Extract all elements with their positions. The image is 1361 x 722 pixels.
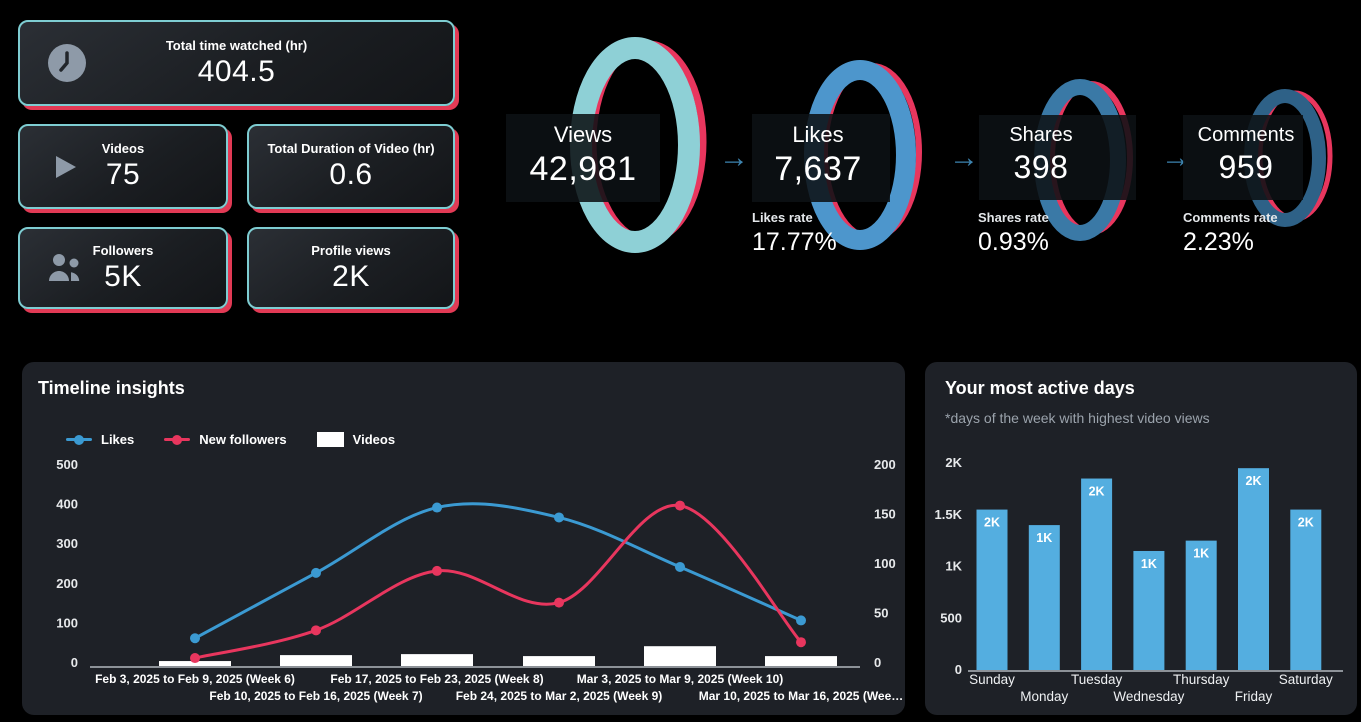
svg-text:Friday: Friday <box>1235 689 1273 704</box>
legend-label: New followers <box>199 432 287 447</box>
arrow-right-icon: → <box>719 141 749 174</box>
svg-text:300: 300 <box>56 536 78 551</box>
likes-text-backdrop <box>752 114 890 202</box>
svg-text:100: 100 <box>874 556 896 571</box>
panel-title: Your most active days <box>945 378 1135 398</box>
timeline-insights-panel: Timeline insights Likes New followers Vide… <box>22 362 905 715</box>
funnel-step-label: Shares <box>1009 124 1073 146</box>
rate-label: Comments rate <box>1183 210 1278 225</box>
svg-text:Feb 10, 2025 to Feb 16, 2025 (: Feb 10, 2025 to Feb 16, 2025 (Week 7) <box>209 689 422 703</box>
svg-text:Feb 24, 2025 to Mar 2, 2025 (W: Feb 24, 2025 to Mar 2, 2025 (Week 9) <box>456 689 663 703</box>
svg-text:Mar 10, 2025 to Mar 16, 2025 (: Mar 10, 2025 to Mar 16, 2025 (Wee… <box>699 689 904 703</box>
funnel-step-value: 959 <box>1218 149 1274 185</box>
clock-icon <box>46 42 88 84</box>
funnel-step-likes: Likes 7,637 <box>748 122 888 189</box>
views-text-backdrop <box>506 114 660 202</box>
legend-item-videos[interactable]: Videos <box>316 432 396 447</box>
rate-label: Shares rate <box>978 210 1049 225</box>
svg-text:Feb 17, 2025 to Feb 23, 2025 (: Feb 17, 2025 to Feb 23, 2025 (Week 8) <box>330 672 543 686</box>
stat-value: 404.5 <box>197 54 276 88</box>
shares-rate: Shares rate 0.93% <box>978 210 1049 257</box>
svg-text:2K: 2K <box>1298 516 1314 530</box>
most-active-days-panel: Your most active days *days of the week … <box>925 362 1357 715</box>
legend-label: Likes <box>101 432 135 447</box>
svg-text:Mar 3, 2025 to Mar 9, 2025 (We: Mar 3, 2025 to Mar 9, 2025 (Week 10) <box>577 672 784 686</box>
svg-text:400: 400 <box>56 497 78 512</box>
stat-value: 0.6 <box>329 158 373 191</box>
stat-card-profile-views: Profile views 2K <box>247 227 455 309</box>
stat-value: 75 <box>105 158 141 191</box>
svg-text:50: 50 <box>874 606 888 621</box>
svg-text:Wednesday: Wednesday <box>1113 689 1184 704</box>
svg-text:2K: 2K <box>984 516 1000 530</box>
rate-value: 2.23% <box>1183 228 1254 256</box>
svg-text:1K: 1K <box>1036 531 1052 545</box>
funnel-step-value: 42,981 <box>529 150 637 188</box>
stat-card-followers: Followers 5K <box>18 227 228 309</box>
stat-card-total-duration: Total Duration of Video (hr) 0.6 <box>247 124 455 209</box>
legend-swatch <box>164 434 191 445</box>
panel-title: Timeline insights <box>38 378 185 398</box>
timeline-legend: Likes New followers Videos <box>66 432 395 447</box>
svg-text:150: 150 <box>874 507 896 522</box>
play-icon <box>46 149 82 185</box>
stat-label: Profile views <box>311 242 391 258</box>
svg-text:Monday: Monday <box>1020 689 1068 704</box>
svg-text:Tuesday: Tuesday <box>1071 672 1123 687</box>
legend-label: Videos <box>352 432 396 447</box>
svg-text:500: 500 <box>56 457 78 472</box>
legend-item-likes[interactable]: Likes <box>66 432 134 447</box>
svg-text:Feb 3, 2025 to Feb 9, 2025 (We: Feb 3, 2025 to Feb 9, 2025 (Week 6) <box>95 672 295 686</box>
stat-card-total-time-watched: Total time watched (hr) 404.5 <box>18 20 455 106</box>
svg-text:2K: 2K <box>1246 474 1262 488</box>
funnel-step-label: Comments <box>1197 124 1295 146</box>
svg-text:2K: 2K <box>945 455 962 470</box>
comments-rate: Comments rate 2.23% <box>1183 210 1278 257</box>
legend-swatch <box>316 432 344 447</box>
stat-card-videos: Videos 75 <box>18 124 228 209</box>
funnel-step-comments: Comments 959 <box>1176 124 1316 186</box>
funnel-step-value: 7,637 <box>774 150 862 188</box>
rate-label: Likes rate <box>752 210 813 225</box>
shares-text-backdrop <box>979 115 1136 200</box>
rate-value: 0.93% <box>978 228 1049 256</box>
stat-label: Total Duration of Video (hr) <box>267 141 435 156</box>
svg-text:0: 0 <box>874 655 881 670</box>
svg-text:Sunday: Sunday <box>969 672 1015 687</box>
stat-value: 2K <box>332 259 370 293</box>
funnel-step-label: Likes <box>792 122 844 147</box>
svg-text:1K: 1K <box>1193 547 1209 561</box>
svg-text:Saturday: Saturday <box>1279 672 1333 687</box>
svg-text:Thursday: Thursday <box>1173 672 1230 687</box>
funnel-step-views: Views 42,981 <box>512 122 654 189</box>
svg-text:200: 200 <box>874 457 896 472</box>
svg-text:1K: 1K <box>1141 557 1157 571</box>
svg-text:100: 100 <box>56 615 78 630</box>
stat-label: Videos <box>101 141 145 156</box>
funnel-step-value: 398 <box>1013 149 1069 185</box>
svg-text:1K: 1K <box>945 559 962 574</box>
rate-value: 17.77% <box>752 228 837 256</box>
active-days-chart: 0 500 1K 1.5K 2K 2K Sunday 1K Monday 2K Tuesday 1K W… <box>935 455 1343 704</box>
stat-value: 5K <box>104 259 142 293</box>
legend-item-new-followers[interactable]: New followers <box>164 432 287 447</box>
svg-text:2K: 2K <box>1089 485 1105 499</box>
stat-label: Followers <box>92 242 154 258</box>
comments-text-backdrop <box>1183 115 1303 200</box>
svg-text:0: 0 <box>955 662 962 677</box>
people-icon <box>46 252 86 284</box>
svg-text:0: 0 <box>71 655 78 670</box>
funnel-step-shares: Shares 398 <box>975 124 1107 186</box>
stat-label: Total time watched (hr) <box>165 37 308 53</box>
svg-text:1.5K: 1.5K <box>935 507 963 522</box>
funnel-step-label: Views <box>553 122 613 147</box>
timeline-chart: 0 100 200 300 400 500 0 50 100 150 200 Feb 3, 2025 … <box>56 457 904 703</box>
panel-subtitle: *days of the week with highest video vie… <box>945 410 1210 426</box>
svg-text:200: 200 <box>56 576 78 591</box>
arrow-right-icon: → <box>949 141 979 174</box>
svg-text:500: 500 <box>940 610 962 625</box>
legend-swatch <box>66 434 92 445</box>
likes-rate: Likes rate 17.77% <box>752 210 837 257</box>
